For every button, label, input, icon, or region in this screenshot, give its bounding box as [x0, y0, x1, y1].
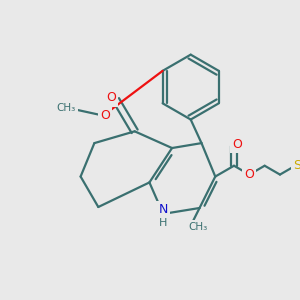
- Text: O: O: [106, 92, 116, 104]
- Text: N: N: [158, 203, 168, 217]
- Text: O: O: [244, 168, 254, 181]
- Text: CH₃: CH₃: [188, 222, 207, 232]
- Text: CH₃: CH₃: [56, 103, 76, 113]
- Text: O: O: [100, 109, 110, 122]
- Text: S: S: [293, 159, 300, 172]
- Text: H: H: [159, 218, 167, 228]
- Text: O: O: [232, 138, 242, 151]
